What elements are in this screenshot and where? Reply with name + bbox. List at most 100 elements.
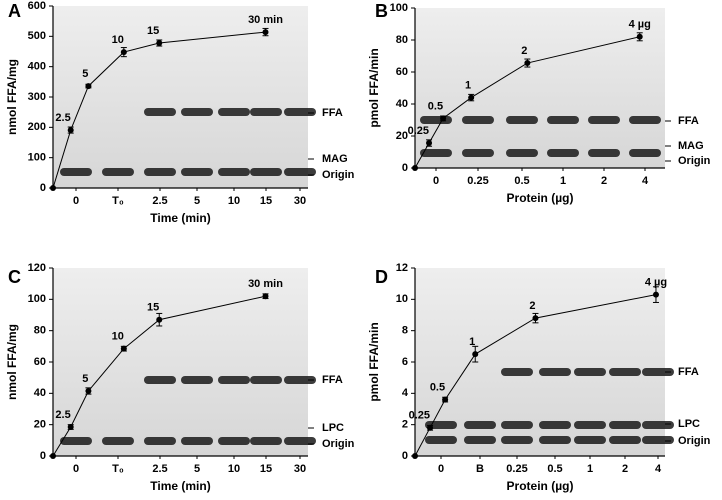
gel-band: [629, 149, 661, 157]
data-point: [85, 83, 92, 90]
band-label: FFA: [678, 366, 699, 378]
band-label: MAG: [678, 140, 704, 152]
x-axis-label: Protein (µg): [507, 479, 574, 493]
gel-band: [464, 421, 496, 429]
point-label: 1: [469, 336, 475, 348]
y-tick-label: 500: [28, 30, 46, 42]
y-tick-label: 40: [34, 387, 46, 399]
y-tick-label: 40: [396, 98, 408, 110]
lane-label: B: [476, 463, 484, 475]
y-tick-label: 8: [402, 325, 408, 337]
lane-label: 15: [260, 195, 272, 207]
lane-label: 30: [294, 463, 306, 475]
y-tick-label: 100: [390, 2, 408, 14]
lane-label: 2: [601, 175, 607, 187]
data-point: [468, 94, 475, 101]
y-tick-label: 120: [28, 262, 46, 274]
data-point: [426, 140, 433, 147]
gel-band: [547, 149, 579, 157]
data-point: [262, 293, 269, 300]
band-label: FFA: [322, 107, 343, 119]
point-label: 2: [529, 300, 535, 312]
gel-band: [506, 116, 538, 124]
gel-band: [144, 437, 176, 445]
data-point: [652, 291, 659, 298]
x-axis-label: Protein (µg): [507, 191, 574, 205]
y-tick-label: 10: [396, 293, 408, 305]
y-tick-label: 100: [28, 293, 46, 305]
gel-band: [501, 436, 533, 444]
gel-band: [218, 437, 250, 445]
panel-label: A: [8, 1, 21, 21]
gel-band: [547, 116, 579, 124]
y-tick-label: 80: [34, 325, 46, 337]
y-tick-label: 80: [396, 34, 408, 46]
gel-band: [539, 436, 571, 444]
lane-label: 0: [433, 175, 439, 187]
y-tick-label: 60: [396, 66, 408, 78]
data-point: [156, 40, 163, 47]
data-point: [262, 29, 269, 36]
gel-band: [539, 368, 571, 376]
y-tick-label: 0: [40, 450, 46, 462]
lane-label: T₀: [112, 195, 124, 207]
lane-label: 2.5: [152, 195, 167, 207]
data-point: [50, 453, 56, 459]
lane-label: 0: [73, 463, 79, 475]
y-axis-label: pmol FFA/min: [367, 322, 381, 401]
gel-band: [60, 437, 92, 445]
gel-band: [462, 116, 494, 124]
lane-label: 0.25: [467, 175, 488, 187]
gel-image: [53, 6, 308, 188]
lane-label: 10: [228, 195, 240, 207]
y-tick-label: 4: [402, 387, 409, 399]
x-axis-label: Time (min): [150, 211, 210, 225]
data-point: [440, 115, 447, 122]
y-axis-label: pmol FFA/min: [367, 48, 381, 127]
y-tick-label: 0: [40, 182, 46, 194]
y-tick-label: 600: [28, 0, 46, 12]
data-point: [472, 351, 479, 358]
y-tick-label: 6: [402, 356, 408, 368]
gel-band: [462, 149, 494, 157]
gel-band: [102, 168, 134, 176]
lane-label: 0.25: [506, 463, 527, 475]
gel-band: [574, 436, 606, 444]
data-point: [120, 345, 127, 352]
band-label: Origin: [678, 435, 711, 447]
gel-band: [464, 436, 496, 444]
point-label: 0.25: [409, 410, 430, 422]
lane-label: 1: [560, 175, 566, 187]
gel-band: [250, 437, 282, 445]
data-point: [427, 424, 434, 431]
lane-label: 0.5: [547, 463, 562, 475]
y-tick-label: 20: [34, 419, 46, 431]
gel-band: [144, 108, 176, 116]
point-label: 10: [112, 331, 124, 343]
gel-band: [629, 116, 661, 124]
band-label: Origin: [322, 169, 355, 181]
gel-band: [284, 168, 316, 176]
gel-band: [609, 436, 641, 444]
gel-band: [60, 168, 92, 176]
y-tick-label: 100: [28, 152, 46, 164]
y-tick-label: 300: [28, 91, 46, 103]
data-point: [636, 33, 643, 40]
point-label: 0.5: [430, 382, 445, 394]
band-label: FFA: [678, 115, 699, 127]
gel-band: [609, 421, 641, 429]
y-tick-label: 2: [402, 419, 408, 431]
y-tick-label: 60: [34, 356, 46, 368]
data-point: [524, 60, 531, 67]
gel-band: [588, 116, 620, 124]
data-point: [442, 396, 449, 403]
band-label: Origin: [678, 155, 711, 167]
gel-band: [102, 437, 134, 445]
lane-label: 2: [622, 463, 628, 475]
y-tick-label: 200: [28, 121, 46, 133]
gel-image: [415, 8, 665, 168]
point-label: 0.5: [428, 100, 443, 112]
data-point: [156, 316, 163, 323]
point-label: 10: [112, 34, 124, 46]
gel-band: [250, 376, 282, 384]
